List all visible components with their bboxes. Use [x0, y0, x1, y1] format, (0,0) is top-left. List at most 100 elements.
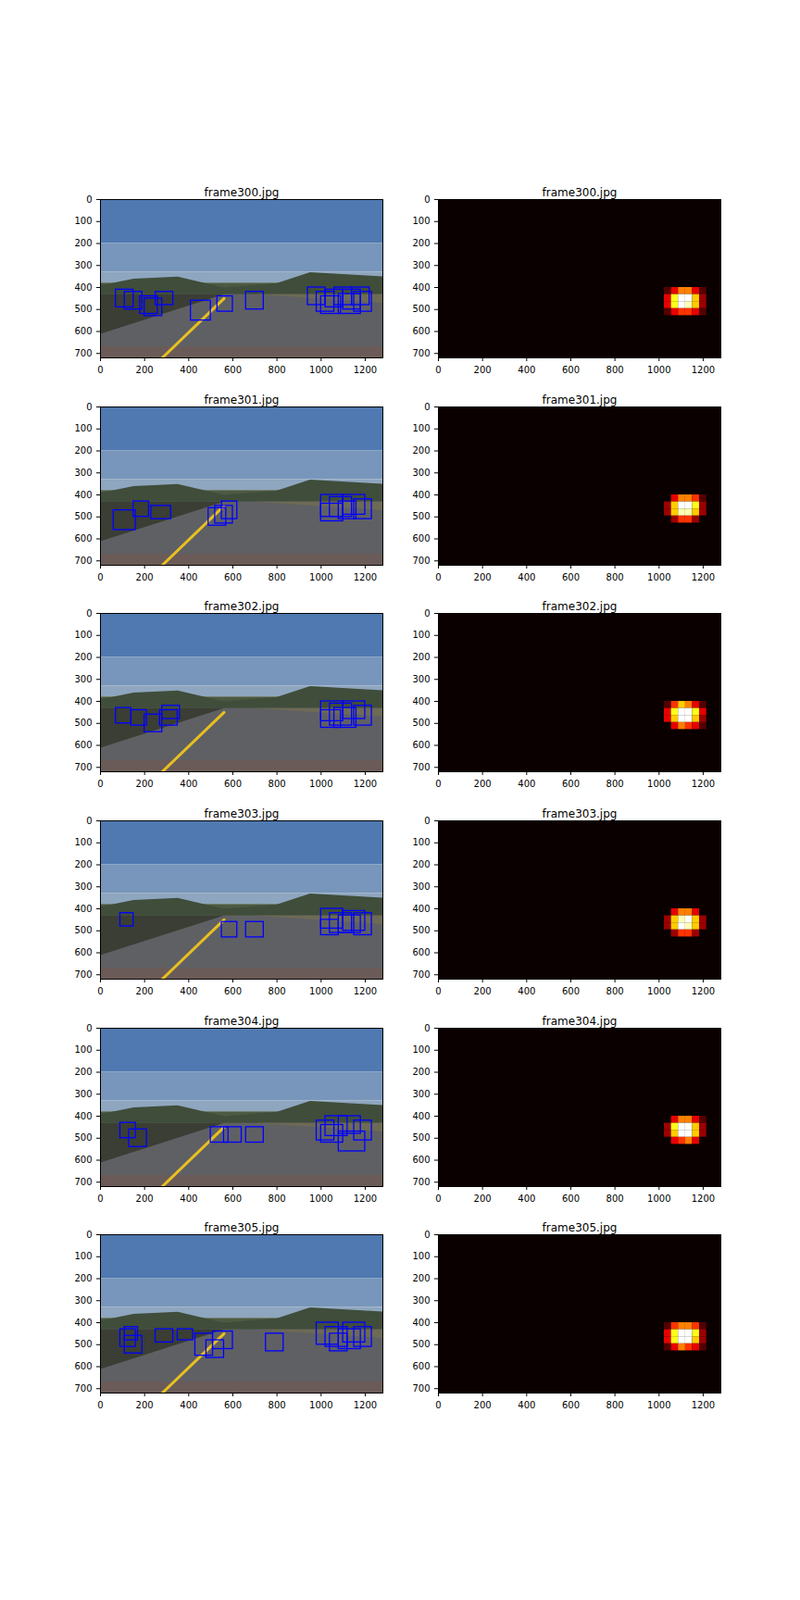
svg-text:1000: 1000	[647, 364, 671, 375]
svg-text:1000: 1000	[309, 986, 333, 997]
svg-text:600: 600	[224, 1400, 242, 1411]
svg-text:0: 0	[97, 572, 103, 583]
svg-text:500: 500	[412, 303, 430, 314]
svg-text:800: 800	[606, 572, 625, 583]
svg-text:frame304.jpg: frame304.jpg	[204, 1014, 280, 1028]
svg-text:frame300.jpg: frame300.jpg	[204, 186, 280, 200]
svg-text:600: 600	[74, 325, 92, 337]
svg-text:500: 500	[74, 303, 92, 314]
svg-text:400: 400	[74, 489, 92, 500]
svg-text:600: 600	[562, 1193, 580, 1204]
svg-text:1000: 1000	[309, 1193, 333, 1204]
svg-text:700: 700	[412, 1176, 430, 1188]
svg-text:200: 200	[136, 572, 154, 583]
svg-text:600: 600	[412, 947, 430, 958]
svg-text:400: 400	[412, 1111, 430, 1122]
svg-text:600: 600	[412, 1154, 430, 1165]
svg-text:0: 0	[86, 1023, 92, 1034]
svg-text:500: 500	[412, 1338, 430, 1350]
svg-text:0: 0	[86, 1229, 92, 1240]
svg-text:700: 700	[74, 969, 92, 980]
svg-text:500: 500	[74, 1132, 92, 1143]
svg-text:frame302.jpg: frame302.jpg	[204, 600, 280, 613]
svg-text:800: 800	[268, 1193, 287, 1204]
svg-text:100: 100	[412, 837, 430, 848]
svg-text:800: 800	[606, 778, 625, 789]
svg-text:0: 0	[435, 1193, 441, 1204]
svg-text:0: 0	[424, 1023, 430, 1034]
svg-text:0: 0	[86, 815, 92, 826]
svg-text:frame303.jpg: frame303.jpg	[204, 807, 280, 821]
svg-text:400: 400	[517, 572, 536, 583]
svg-text:0: 0	[424, 608, 430, 619]
svg-text:300: 300	[74, 467, 92, 478]
svg-text:frame305.jpg: frame305.jpg	[542, 1221, 618, 1235]
svg-text:800: 800	[268, 1400, 287, 1411]
svg-text:1200: 1200	[691, 986, 715, 997]
svg-text:600: 600	[74, 947, 92, 958]
svg-text:100: 100	[412, 423, 430, 434]
svg-text:1000: 1000	[647, 778, 671, 789]
svg-text:500: 500	[74, 511, 92, 522]
svg-text:frame302.jpg: frame302.jpg	[542, 600, 618, 613]
svg-text:1200: 1200	[353, 986, 377, 997]
svg-text:frame301.jpg: frame301.jpg	[542, 393, 618, 407]
svg-text:300: 300	[74, 881, 92, 892]
svg-text:300: 300	[412, 1088, 430, 1100]
svg-text:600: 600	[74, 1361, 92, 1372]
svg-text:200: 200	[474, 572, 492, 583]
svg-text:400: 400	[179, 364, 198, 375]
svg-text:700: 700	[74, 348, 92, 359]
svg-text:1200: 1200	[691, 364, 715, 375]
svg-text:500: 500	[74, 925, 92, 936]
svg-text:0: 0	[435, 986, 441, 997]
svg-text:frame304.jpg: frame304.jpg	[542, 1014, 618, 1028]
svg-text:300: 300	[412, 260, 430, 271]
svg-text:700: 700	[74, 762, 92, 773]
svg-text:500: 500	[74, 717, 92, 728]
svg-text:200: 200	[74, 237, 92, 249]
svg-text:1200: 1200	[353, 778, 377, 789]
svg-text:1200: 1200	[353, 572, 377, 583]
svg-text:300: 300	[412, 467, 430, 478]
svg-text:700: 700	[412, 969, 430, 980]
svg-text:0: 0	[424, 815, 430, 826]
svg-text:500: 500	[74, 1338, 92, 1350]
svg-text:600: 600	[224, 778, 242, 789]
svg-text:0: 0	[435, 778, 441, 789]
svg-text:200: 200	[412, 859, 430, 870]
svg-text:600: 600	[224, 1193, 242, 1204]
svg-text:100: 100	[74, 423, 92, 434]
svg-text:1000: 1000	[309, 364, 333, 375]
svg-text:0: 0	[424, 194, 430, 205]
svg-text:0: 0	[435, 1400, 441, 1411]
svg-text:200: 200	[474, 1400, 492, 1411]
svg-text:400: 400	[517, 778, 536, 789]
svg-text:500: 500	[412, 1132, 430, 1143]
svg-text:400: 400	[412, 489, 430, 500]
svg-text:400: 400	[179, 778, 198, 789]
svg-text:1000: 1000	[647, 986, 671, 997]
svg-text:200: 200	[136, 1193, 154, 1204]
svg-text:0: 0	[435, 572, 441, 583]
svg-text:600: 600	[562, 986, 580, 997]
svg-text:frame300.jpg: frame300.jpg	[542, 186, 618, 200]
svg-text:800: 800	[268, 778, 287, 789]
svg-text:400: 400	[74, 282, 92, 293]
svg-text:400: 400	[517, 1193, 536, 1204]
svg-text:200: 200	[412, 1273, 430, 1284]
svg-text:400: 400	[412, 1317, 430, 1328]
svg-text:200: 200	[474, 986, 492, 997]
svg-text:1000: 1000	[309, 572, 333, 583]
svg-text:300: 300	[74, 260, 92, 271]
svg-text:400: 400	[412, 696, 430, 707]
svg-text:600: 600	[74, 533, 92, 544]
svg-text:600: 600	[224, 572, 242, 583]
svg-text:600: 600	[412, 533, 430, 544]
svg-text:1000: 1000	[647, 572, 671, 583]
svg-text:800: 800	[606, 1400, 625, 1411]
svg-text:800: 800	[268, 572, 287, 583]
svg-text:400: 400	[517, 1400, 536, 1411]
svg-text:600: 600	[224, 364, 242, 375]
svg-text:300: 300	[74, 1088, 92, 1100]
